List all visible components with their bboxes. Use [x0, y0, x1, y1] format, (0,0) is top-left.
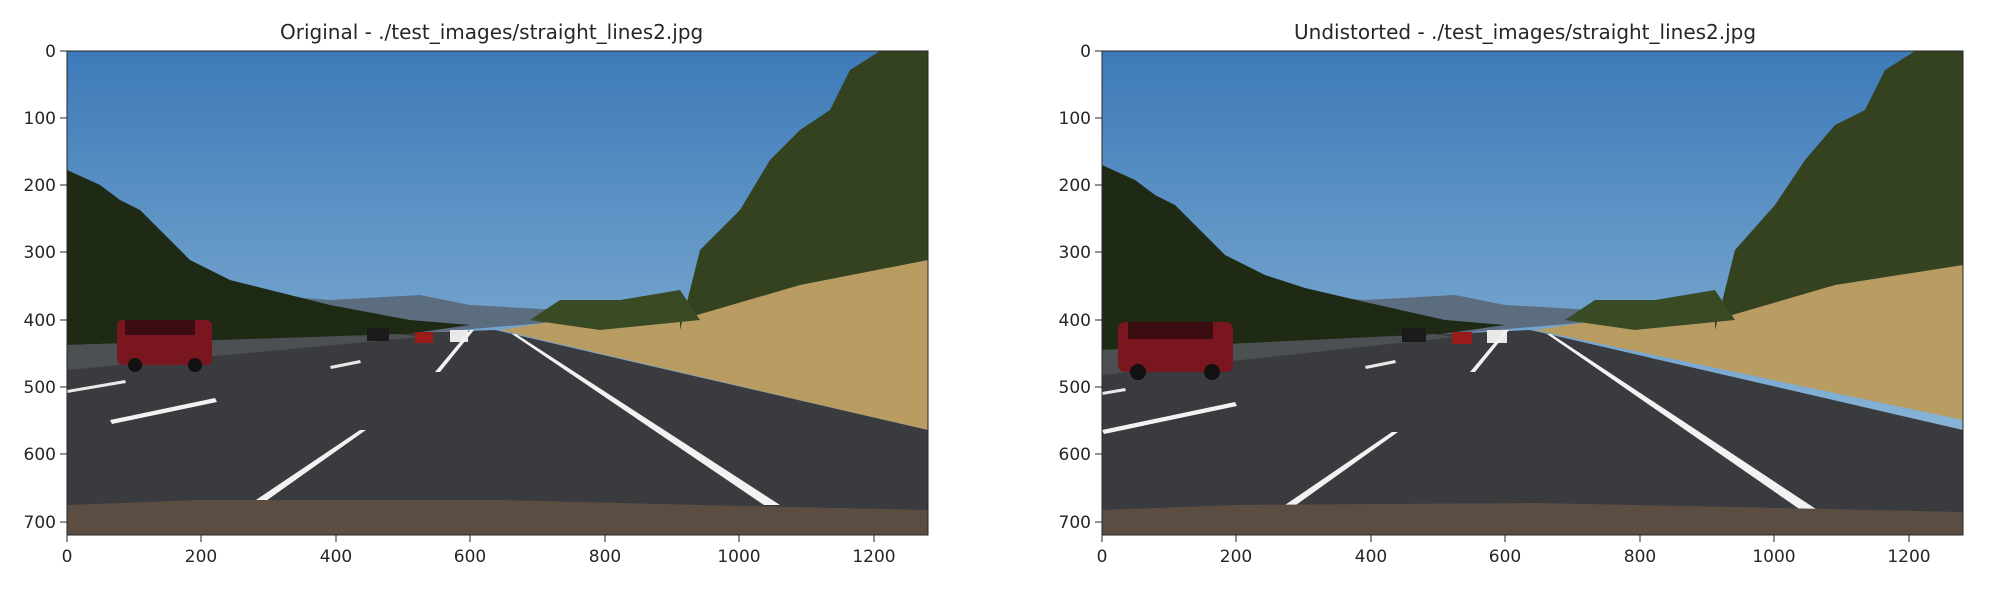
x-tick-label: 1200 — [852, 547, 895, 567]
road-photo — [66, 50, 929, 536]
x-tick-label: 400 — [320, 547, 352, 567]
x-tick-label: 200 — [1220, 547, 1252, 567]
y-tick-label: 0 — [1080, 42, 1091, 62]
y-tick-label: 600 — [24, 445, 56, 465]
image-axes: 0 100 200 300 400 500 600 700 0 200 400 … — [1059, 42, 1964, 567]
x-tick-label: 0 — [1097, 547, 1108, 567]
y-tick-label: 100 — [1059, 109, 1091, 129]
x-tick-label: 0 — [62, 547, 73, 567]
x-axis: 0 200 400 600 800 1000 1200 — [62, 535, 896, 567]
x-tick-label: 600 — [1489, 547, 1521, 567]
x-tick-label: 1000 — [717, 547, 760, 567]
x-tick-label: 800 — [589, 547, 621, 567]
panel-original: Original - ./test_images/straight_lines2… — [24, 20, 929, 567]
y-tick-label: 600 — [1059, 445, 1091, 465]
x-tick-label: 800 — [1624, 547, 1656, 567]
y-tick-label: 0 — [45, 42, 56, 62]
image-axes: 0 100 200 300 400 500 600 700 0 200 400 … — [24, 42, 929, 567]
y-axis: 0 100 200 300 400 500 600 700 — [1059, 42, 1102, 533]
x-axis: 0 200 400 600 800 1000 1200 — [1097, 535, 1931, 567]
x-tick-label: 600 — [454, 547, 486, 567]
y-tick-label: 200 — [24, 176, 56, 196]
y-tick-label: 500 — [24, 378, 56, 398]
y-tick-label: 700 — [1059, 513, 1091, 533]
x-tick-label: 1000 — [1752, 547, 1795, 567]
y-tick-label: 100 — [24, 109, 56, 129]
x-tick-label: 400 — [1355, 547, 1387, 567]
panel-undistorted: Undistorted - ./test_images/straight_lin… — [1000, 0, 2000, 590]
y-tick-label: 400 — [24, 311, 56, 331]
y-tick-label: 200 — [1059, 176, 1091, 196]
panel-title: Original - ./test_images/straight_lines2… — [280, 20, 704, 44]
y-tick-label: 300 — [24, 243, 56, 263]
y-tick-label: 300 — [1059, 243, 1091, 263]
y-axis: 0 100 200 300 400 500 600 700 — [24, 42, 67, 533]
x-tick-label: 200 — [185, 547, 217, 567]
panel-title: Undistorted - ./test_images/straight_lin… — [1294, 20, 1757, 44]
y-tick-label: 700 — [24, 513, 56, 533]
x-tick-label: 1200 — [1887, 547, 1930, 567]
y-tick-label: 500 — [1059, 378, 1091, 398]
y-tick-label: 400 — [1059, 311, 1091, 331]
road-photo — [1101, 50, 1964, 536]
